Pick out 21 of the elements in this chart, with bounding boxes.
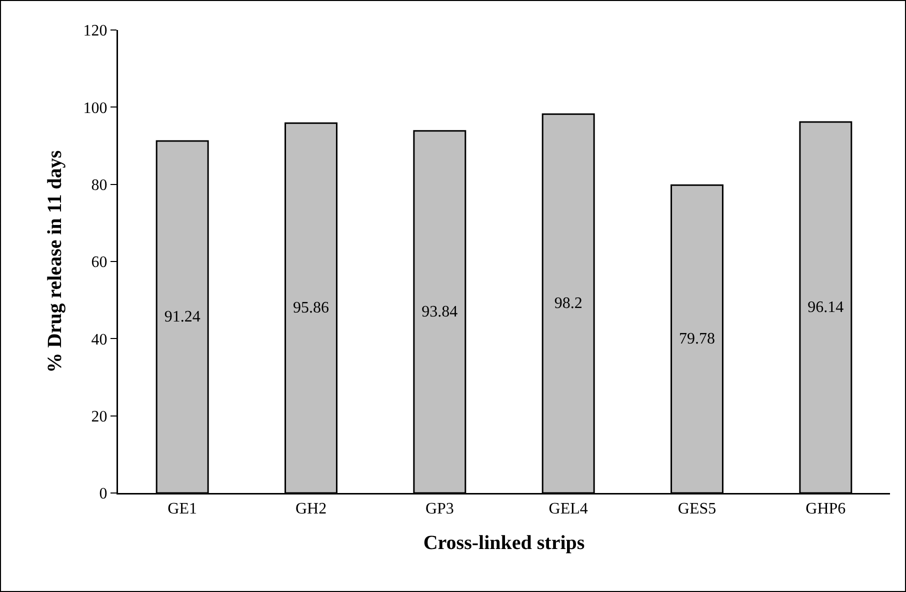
data-label: 79.78 xyxy=(679,330,715,348)
y-tick-label: 80 xyxy=(91,176,108,194)
x-axis-title: Cross-linked strips xyxy=(423,532,585,554)
x-tick-label: GHP6 xyxy=(806,500,846,518)
data-label: 91.24 xyxy=(164,308,200,326)
data-label: 95.86 xyxy=(293,300,329,317)
y-tick-label: 120 xyxy=(83,22,108,40)
y-tick-label: 0 xyxy=(99,486,108,503)
y-tick-label: 60 xyxy=(91,254,108,272)
data-label: 96.14 xyxy=(808,299,844,316)
x-tick-label: GEL4 xyxy=(548,500,588,518)
x-tick-label: GP3 xyxy=(425,500,454,518)
y-tick-label: 100 xyxy=(83,100,108,117)
data-label: 98.2 xyxy=(554,295,582,312)
data-label: 93.84 xyxy=(422,303,458,320)
y-tick-label: 40 xyxy=(91,331,108,348)
x-tick-label: GES5 xyxy=(678,500,716,518)
y-tick-label: 20 xyxy=(91,408,108,426)
x-tick-label: GH2 xyxy=(295,500,327,518)
y-axis-title: % Drug release in 11 days xyxy=(44,150,66,373)
x-tick-label: GE1 xyxy=(168,500,197,518)
